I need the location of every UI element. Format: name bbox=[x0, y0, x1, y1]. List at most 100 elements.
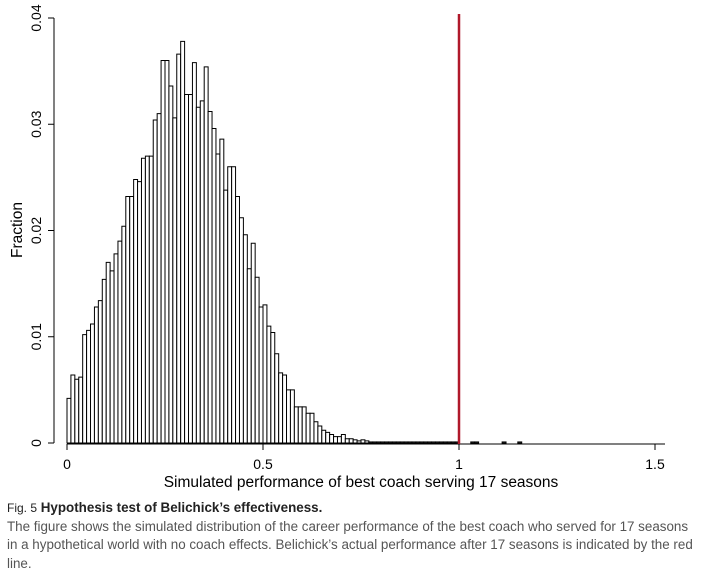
histogram-bar bbox=[352, 439, 358, 444]
histogram-bar bbox=[152, 119, 158, 444]
histogram-bar bbox=[344, 438, 350, 444]
histogram-bar bbox=[364, 440, 370, 444]
histogram-bar bbox=[250, 242, 256, 444]
histogram-bar bbox=[105, 261, 111, 444]
histogram-bar bbox=[231, 166, 237, 444]
histogram-bar bbox=[434, 441, 440, 444]
histogram-bar bbox=[254, 276, 260, 444]
histogram-bar bbox=[219, 138, 225, 444]
histogram-bar bbox=[450, 441, 456, 444]
histogram-bar bbox=[376, 441, 382, 444]
histogram-bar bbox=[160, 60, 166, 444]
histogram-bar bbox=[501, 441, 507, 444]
histogram-bar bbox=[125, 196, 131, 444]
histogram-bar bbox=[117, 240, 123, 444]
histogram-bar bbox=[66, 397, 72, 444]
histogram-bar bbox=[329, 434, 335, 444]
histogram-bar bbox=[70, 374, 76, 444]
x-tick-label: 0.5 bbox=[253, 456, 273, 472]
histogram-bar bbox=[297, 406, 303, 444]
histogram-bar bbox=[340, 434, 346, 444]
figure-caption: Fig. 5 Hypothesis test of Belichick’s ef… bbox=[7, 499, 701, 573]
x-tick-label: 1 bbox=[455, 456, 463, 472]
histogram-bar bbox=[176, 53, 182, 444]
histogram-bar bbox=[223, 189, 229, 444]
y-tick-label: 0 bbox=[28, 439, 44, 447]
histogram-bar bbox=[215, 153, 221, 444]
histogram-bar bbox=[97, 300, 103, 444]
histogram-bar bbox=[438, 441, 444, 444]
histogram-bar bbox=[121, 225, 127, 444]
y-tick-label: 0.03 bbox=[28, 110, 44, 137]
histogram-bar bbox=[360, 439, 366, 444]
histogram-bar bbox=[156, 113, 162, 444]
y-tick-label: 0.04 bbox=[28, 4, 44, 31]
histogram-bar bbox=[384, 441, 389, 444]
histogram-bar bbox=[274, 353, 280, 444]
histogram-bar bbox=[90, 323, 95, 444]
histogram-bar bbox=[407, 441, 413, 444]
histogram-bar bbox=[442, 441, 448, 444]
histogram-bar bbox=[199, 100, 205, 444]
histogram-bar bbox=[395, 441, 401, 444]
y-tick-label: 0.02 bbox=[28, 217, 44, 244]
histogram-bar bbox=[164, 60, 170, 444]
histogram-bar bbox=[348, 438, 354, 444]
histogram-bar bbox=[387, 441, 393, 444]
histogram-bar bbox=[278, 372, 284, 444]
histogram-bar bbox=[238, 217, 244, 444]
histogram-bar bbox=[423, 441, 429, 444]
histogram-bar bbox=[144, 155, 150, 444]
histogram-bar bbox=[293, 406, 299, 444]
histogram-bar bbox=[403, 441, 409, 444]
histogram-bar bbox=[140, 157, 146, 444]
histogram-bar bbox=[282, 374, 288, 444]
histogram-bar bbox=[356, 440, 362, 444]
histogram-bar bbox=[203, 66, 209, 444]
histogram-bar bbox=[180, 40, 186, 444]
histogram-bar bbox=[289, 389, 295, 444]
histogram-bar bbox=[129, 196, 135, 444]
histogram-bar bbox=[321, 429, 327, 444]
histogram-bar bbox=[470, 441, 476, 444]
histogram-bar bbox=[431, 441, 436, 444]
histogram-chart: 0 0.01 0.02 0.03 0.04 0 0.5 1 1.5 Fraction Simu… bbox=[9, 4, 665, 491]
histogram-bars bbox=[66, 40, 523, 444]
histogram-bar bbox=[305, 412, 311, 444]
histogram-bar bbox=[74, 378, 80, 444]
histogram-bar bbox=[399, 441, 405, 444]
histogram-bar bbox=[313, 421, 319, 444]
histogram-bar bbox=[148, 155, 154, 444]
histogram-bar bbox=[211, 128, 217, 444]
histogram-bar bbox=[207, 111, 213, 444]
histogram-bar bbox=[517, 441, 523, 444]
x-tick-label: 0 bbox=[63, 456, 71, 472]
histogram-bar bbox=[325, 431, 331, 444]
y-tick-label: 0.01 bbox=[28, 323, 44, 350]
histogram-bar bbox=[235, 196, 240, 444]
histogram-bar bbox=[172, 117, 178, 444]
caption-heading: Fig. 5 Hypothesis test of Belichick’s ef… bbox=[7, 499, 701, 518]
histogram-bar bbox=[133, 179, 139, 444]
histogram-bar bbox=[411, 441, 417, 444]
histogram-bar bbox=[86, 329, 92, 444]
histogram-bar bbox=[474, 441, 480, 444]
histogram-bar bbox=[309, 412, 315, 444]
histogram-bar bbox=[184, 94, 190, 444]
x-tick-label: 1.5 bbox=[645, 456, 665, 472]
histogram-bar bbox=[317, 425, 323, 444]
caption-title: Hypothesis test of Belichick’s effective… bbox=[40, 500, 323, 515]
histogram-bar bbox=[415, 441, 421, 444]
histogram-bar bbox=[372, 441, 378, 444]
histogram-bar bbox=[246, 268, 252, 444]
histogram-bar bbox=[266, 325, 272, 444]
caption-label: Fig. 5 bbox=[7, 501, 38, 515]
histogram-bar bbox=[113, 253, 119, 444]
caption-text: The figure shows the simulated distribut… bbox=[7, 518, 693, 571]
histogram-bar bbox=[227, 166, 233, 444]
histogram-bar bbox=[137, 181, 142, 444]
histogram-bar bbox=[195, 106, 201, 444]
histogram-bar bbox=[109, 270, 115, 444]
histogram-bar bbox=[242, 234, 248, 444]
histogram-bar bbox=[380, 441, 386, 444]
